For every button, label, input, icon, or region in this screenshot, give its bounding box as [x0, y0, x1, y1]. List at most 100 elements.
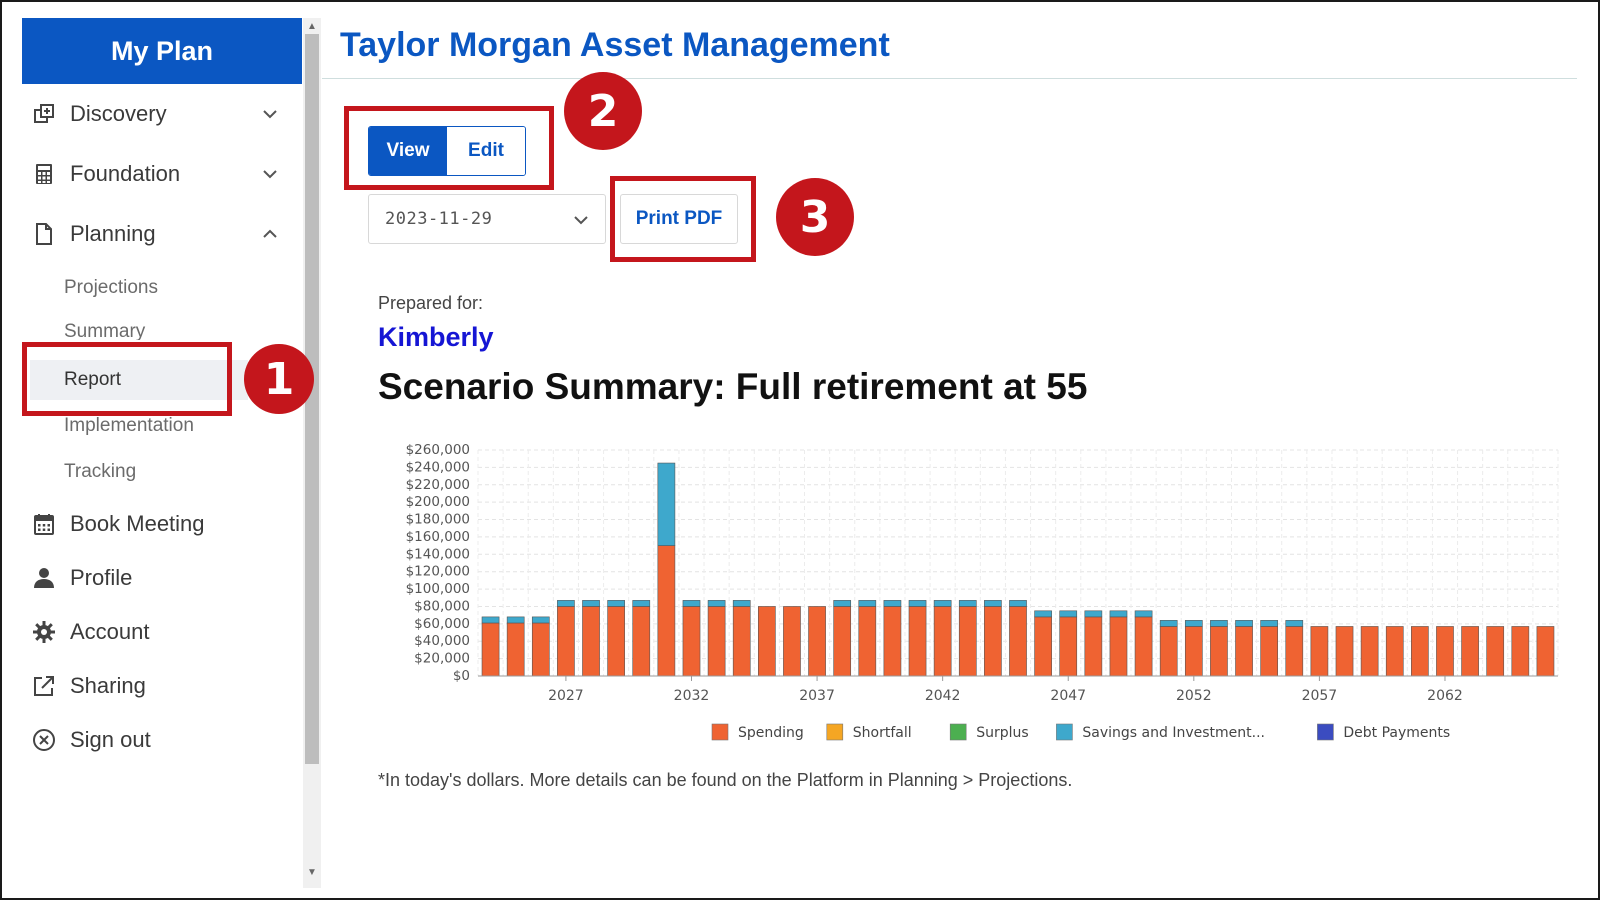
header-divider	[322, 78, 1577, 79]
legend-swatch	[1056, 723, 1073, 741]
sidebar-subitem-projections[interactable]: Projections	[64, 277, 158, 298]
legend-label: Surplus	[976, 725, 1028, 741]
chart-bar-segment	[1260, 626, 1279, 677]
chevron-down-icon	[263, 170, 277, 179]
sidebar-item-book-meeting[interactable]: Book Meeting	[22, 504, 302, 544]
chart-bar-segment	[506, 616, 525, 624]
client-name: Kimberly	[378, 322, 494, 352]
view-button[interactable]: View	[369, 127, 447, 175]
chart-bar-segment	[1159, 620, 1178, 627]
print-pdf-button[interactable]: Print PDF	[620, 194, 738, 244]
y-tick-label: $120,000	[406, 564, 470, 580]
annotation-highlight-print-pdf	[610, 176, 756, 262]
legend-label: Savings and Investment...	[1082, 725, 1265, 741]
chart-bar-segment	[682, 600, 701, 607]
chart-bar-segment	[732, 606, 751, 677]
x-tick-label: 2032	[674, 688, 710, 704]
chart-bar-segment	[1335, 626, 1354, 677]
chart-bar-segment	[1210, 626, 1228, 677]
sidebar-subitem-tracking[interactable]: Tracking	[64, 461, 137, 482]
chart-bar-segment	[531, 616, 550, 624]
sidebar-item-label: Account	[70, 619, 150, 644]
sidebar-item-discovery[interactable]: Discovery	[22, 94, 302, 134]
chart-bar-segment	[1285, 620, 1304, 627]
user-icon	[30, 564, 58, 592]
x-tick-label: 2057	[1302, 688, 1338, 704]
annotation-badge-3: 3	[776, 178, 854, 256]
report-date-value: 2023-11-29	[385, 209, 493, 229]
discovery-icon	[30, 100, 58, 128]
chart-bar-segment	[1034, 610, 1052, 618]
scroll-down-arrow-icon[interactable]: ▼	[307, 867, 317, 878]
chart-bar-segment	[1285, 626, 1304, 677]
y-tick-label: $20,000	[414, 651, 470, 667]
brand-header[interactable]: My Plan	[22, 18, 302, 84]
calculator-icon	[30, 160, 58, 188]
chart-bar-segment	[531, 622, 550, 677]
chart-bar-segment	[1310, 626, 1329, 677]
sidebar-subitem-implementation[interactable]: Implementation	[64, 415, 194, 436]
sidebar-item-planning[interactable]: Planning	[22, 214, 302, 254]
chart-bar-segment	[1034, 616, 1052, 677]
chart-bar-segment	[657, 545, 676, 677]
chart-bar-segment	[1411, 626, 1429, 677]
y-tick-label: $80,000	[414, 598, 470, 614]
report-date-select[interactable]: 2023-11-29	[368, 194, 606, 244]
chart-bar-segment	[1235, 626, 1253, 677]
sidebar-item-label: Discovery	[70, 101, 167, 126]
chevron-down-icon	[263, 110, 277, 119]
chart-bar-segment	[707, 600, 726, 607]
chart-bar-segment	[1184, 626, 1203, 677]
chart-bar-segment	[783, 606, 801, 677]
sidebar-item-label: Planning	[70, 221, 156, 246]
sidebar-item-foundation[interactable]: Foundation	[22, 154, 302, 194]
chart-bar-segment	[707, 606, 726, 677]
edit-button[interactable]: Edit	[447, 127, 525, 175]
scenario-title: Scenario Summary: Full retirement at 55	[378, 366, 1088, 407]
document-icon	[30, 220, 58, 248]
sidebar-item-account[interactable]: Account	[22, 612, 302, 652]
chart-bar-segment	[607, 600, 625, 607]
chart-bar-segment	[1109, 616, 1128, 677]
sidebar-subitem-summary[interactable]: Summary	[64, 321, 146, 340]
sidebar-scrollbar-thumb[interactable]	[305, 34, 319, 764]
y-tick-label: $180,000	[406, 512, 470, 528]
chart-bar-segment	[858, 600, 877, 607]
y-tick-label: $140,000	[406, 546, 470, 562]
x-tick-label: 2042	[925, 688, 961, 704]
sidebar-subitem-report[interactable]: Report	[30, 360, 248, 400]
view-edit-toggle: View Edit	[368, 126, 526, 176]
chart-bar-segment	[1159, 626, 1178, 677]
chart-bar-segment	[732, 600, 751, 607]
chart-bar-segment	[984, 606, 1002, 677]
x-tick-label: 2037	[799, 688, 835, 704]
chart-bar-segment	[1134, 610, 1153, 618]
chart-bar-segment	[1360, 626, 1379, 677]
prepared-for-label: Prepared for:	[378, 293, 484, 313]
page-title: Taylor Morgan Asset Management	[340, 26, 890, 64]
sidebar-item-sign-out[interactable]: Sign out	[22, 720, 302, 760]
annotation-highlight-report	[22, 342, 232, 416]
legend-swatch	[826, 723, 844, 741]
sidebar-item-label: Sharing	[70, 673, 146, 698]
y-tick-label: $220,000	[406, 477, 470, 493]
scroll-up-arrow-icon[interactable]: ▲	[307, 21, 317, 32]
legend-swatch	[1317, 723, 1334, 741]
chart-bar-segment	[933, 606, 952, 677]
chart-bar-segment	[1059, 610, 1078, 618]
chart-bar-segment	[481, 616, 500, 624]
sidebar-item-profile[interactable]: Profile	[22, 558, 302, 598]
chart-bar-segment	[833, 600, 852, 607]
sidebar-item-label: Foundation	[70, 161, 181, 186]
chart-bar-segment	[481, 622, 500, 677]
chart-bar-segment	[1436, 626, 1454, 677]
chart-bar-segment	[506, 622, 525, 677]
gear-icon	[30, 618, 58, 646]
sidebar-item-sharing[interactable]: Sharing	[22, 666, 302, 706]
chart-bar-segment	[833, 606, 852, 677]
chart-bar-segment	[1385, 626, 1404, 677]
chart-bar-segment	[883, 600, 902, 607]
chart-bar-segment	[1009, 606, 1027, 677]
chart-bar-segment	[933, 600, 952, 607]
